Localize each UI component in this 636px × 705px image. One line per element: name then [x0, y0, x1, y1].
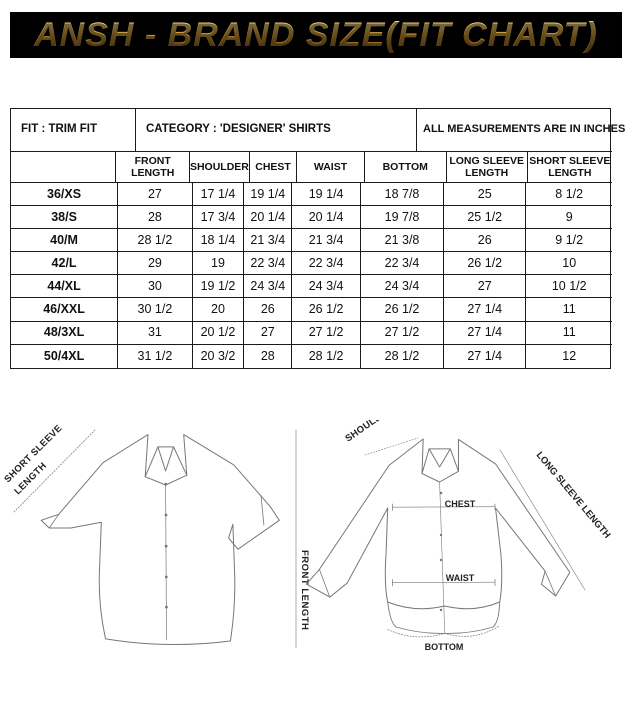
svg-text:CHEST: CHEST — [445, 499, 476, 509]
svg-text:WAIST: WAIST — [446, 573, 475, 583]
svg-text:BOTTOM: BOTTOM — [425, 642, 464, 652]
svg-text:FRONT LENGTH: FRONT LENGTH — [299, 550, 310, 630]
svg-text:SHOULDER: SHOULDER — [343, 420, 395, 444]
svg-text:LONG SLEEVE LENGTH: LONG SLEEVE LENGTH — [534, 450, 613, 541]
